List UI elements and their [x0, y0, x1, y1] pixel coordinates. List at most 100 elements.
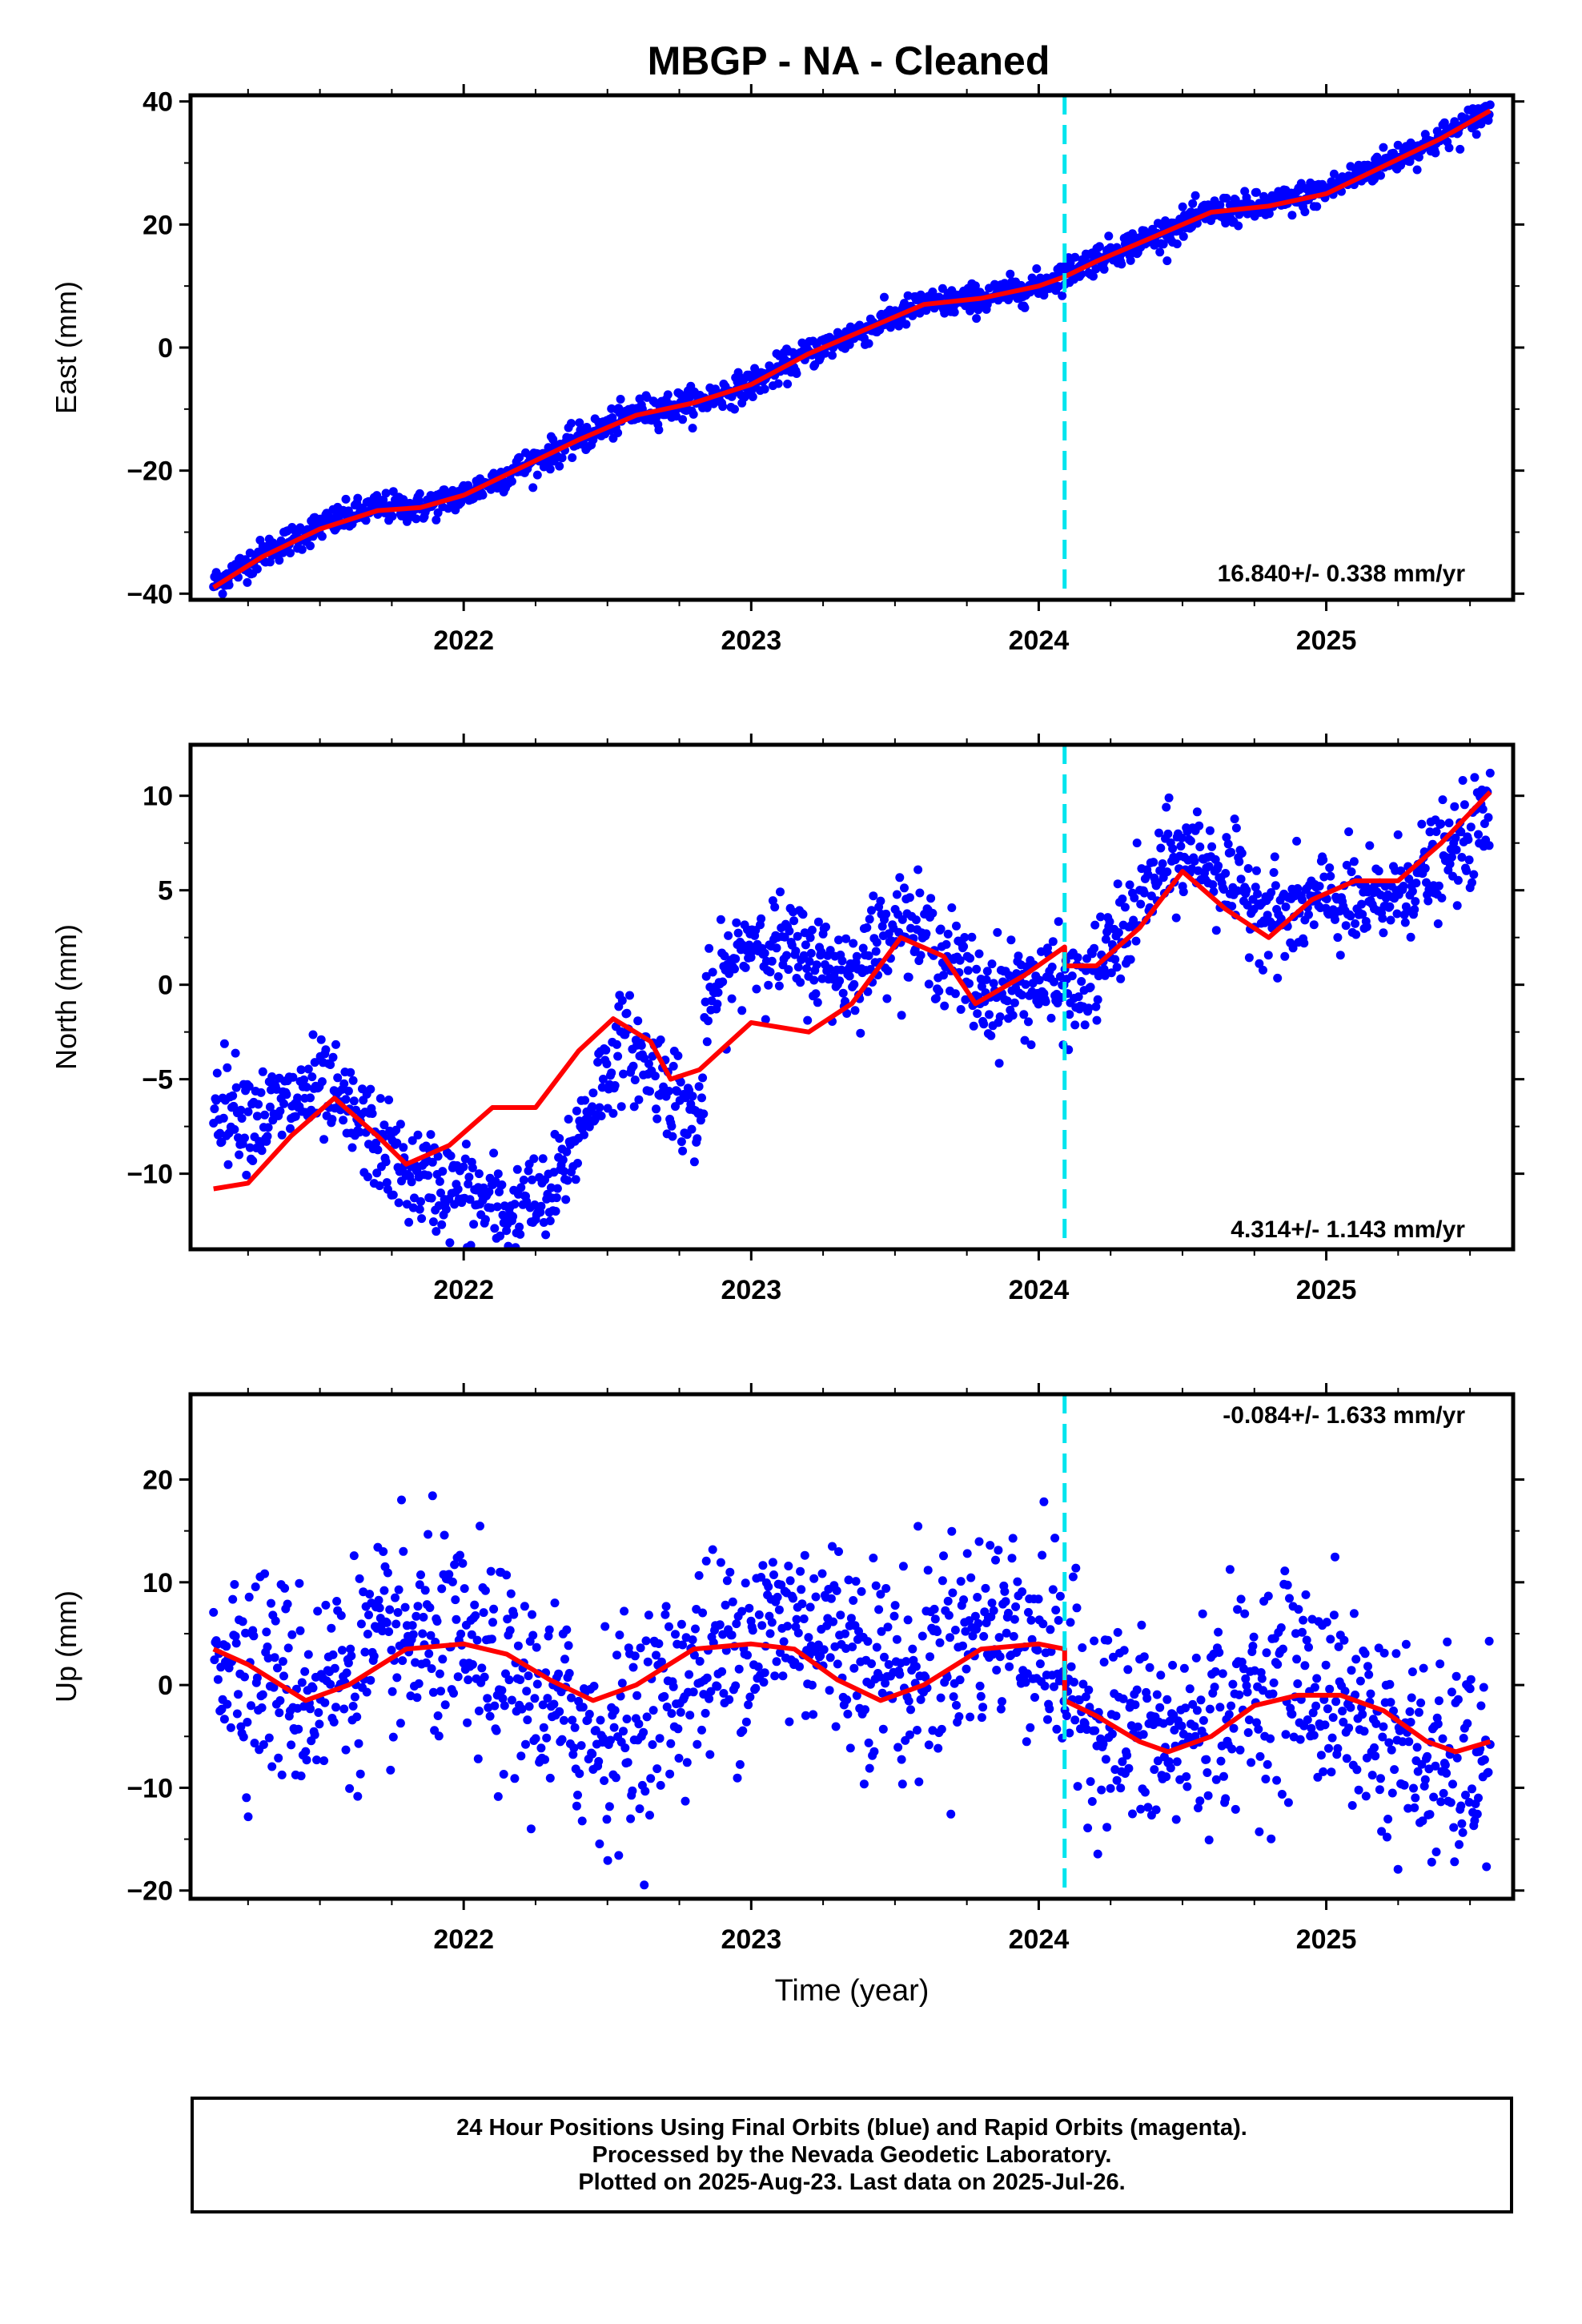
data-point [1412, 165, 1422, 175]
data-point [778, 1671, 788, 1681]
data-point [641, 1636, 651, 1646]
data-point [1294, 1605, 1303, 1614]
data-point [779, 1637, 789, 1647]
data-point [701, 1556, 711, 1566]
data-point [1434, 881, 1443, 891]
data-point [1163, 829, 1173, 838]
data-point [552, 1193, 561, 1203]
data-point [1105, 917, 1114, 927]
y-tick-label: 0 [158, 971, 173, 1001]
data-point [737, 1606, 747, 1616]
data-point [593, 1057, 603, 1067]
data-point [727, 1630, 737, 1640]
observation-points [209, 768, 1495, 1249]
data-point [1162, 256, 1172, 266]
data-point [1299, 1615, 1308, 1625]
data-point [489, 1604, 499, 1614]
data-point [760, 1668, 769, 1678]
data-point [780, 932, 789, 942]
data-point [232, 1709, 242, 1719]
data-point [798, 910, 808, 919]
data-point [770, 903, 780, 912]
data-point [386, 1765, 396, 1775]
data-point [713, 999, 722, 1009]
data-point [1342, 1754, 1351, 1763]
data-point [862, 923, 872, 932]
data-point [415, 1204, 424, 1214]
data-point [1098, 1739, 1108, 1749]
data-point [974, 1618, 983, 1628]
data-point [1192, 1706, 1202, 1715]
data-point [881, 909, 891, 919]
x-tick-label: 2024 [1009, 625, 1070, 656]
data-point [1357, 899, 1367, 909]
data-point [642, 1712, 652, 1722]
data-point [572, 1801, 581, 1811]
data-point [366, 1675, 375, 1685]
data-point [1090, 943, 1099, 953]
data-point [1006, 935, 1016, 945]
data-point [416, 1570, 425, 1579]
data-point [554, 1669, 564, 1679]
data-point [1086, 983, 1095, 992]
data-point [1111, 1711, 1121, 1721]
data-point [732, 1619, 741, 1629]
data-point [387, 512, 397, 521]
data-point [1195, 842, 1205, 851]
data-point [1411, 1793, 1420, 1803]
data-point [769, 1570, 778, 1579]
data-point [954, 1712, 964, 1721]
plot-frame [188, 1392, 1516, 1901]
data-point [1351, 930, 1361, 939]
data-point [846, 1614, 856, 1623]
data-point [486, 1566, 496, 1576]
data-point [388, 487, 398, 497]
data-point [228, 1091, 238, 1100]
data-point [1099, 1658, 1109, 1667]
data-point [688, 1635, 697, 1645]
data-point [1485, 768, 1495, 778]
data-point [453, 1672, 463, 1682]
data-point [1004, 1608, 1013, 1618]
data-point [1252, 1718, 1261, 1727]
data-point [493, 1791, 503, 1801]
data-point [877, 1626, 886, 1636]
data-point [906, 1705, 915, 1715]
data-point [831, 1722, 841, 1731]
data-point [1298, 1627, 1307, 1637]
data-point [611, 1773, 620, 1783]
data-point [864, 339, 873, 348]
data-point [1331, 1697, 1341, 1707]
data-point [863, 987, 873, 996]
data-point [959, 1595, 969, 1605]
data-point [252, 1673, 262, 1683]
data-point [1138, 1730, 1148, 1739]
data-point [1319, 855, 1328, 865]
data-point [841, 1629, 849, 1638]
data-point [1420, 1775, 1430, 1784]
data-point [1178, 887, 1188, 897]
data-point [1484, 1767, 1493, 1777]
data-point [628, 1663, 638, 1672]
data-point [1164, 793, 1174, 802]
data-point [347, 1143, 357, 1152]
data-point [1469, 870, 1479, 879]
data-point [578, 1703, 588, 1712]
data-point [313, 1606, 323, 1616]
data-point [911, 915, 921, 925]
data-point [1065, 1010, 1074, 1019]
data-point [1199, 1715, 1208, 1725]
data-point [844, 1575, 853, 1585]
data-point [297, 1678, 307, 1687]
data-point [829, 1617, 838, 1626]
data-point [1124, 1763, 1134, 1773]
x-tick-label: 2024 [1009, 1275, 1070, 1305]
data-point [1072, 1603, 1082, 1613]
data-point [1344, 1723, 1354, 1733]
data-point [559, 1715, 568, 1725]
data-point [1448, 1779, 1457, 1789]
data-point [1347, 1801, 1357, 1810]
data-point [1244, 953, 1254, 963]
data-point [321, 1045, 331, 1055]
data-point [1390, 1765, 1399, 1775]
